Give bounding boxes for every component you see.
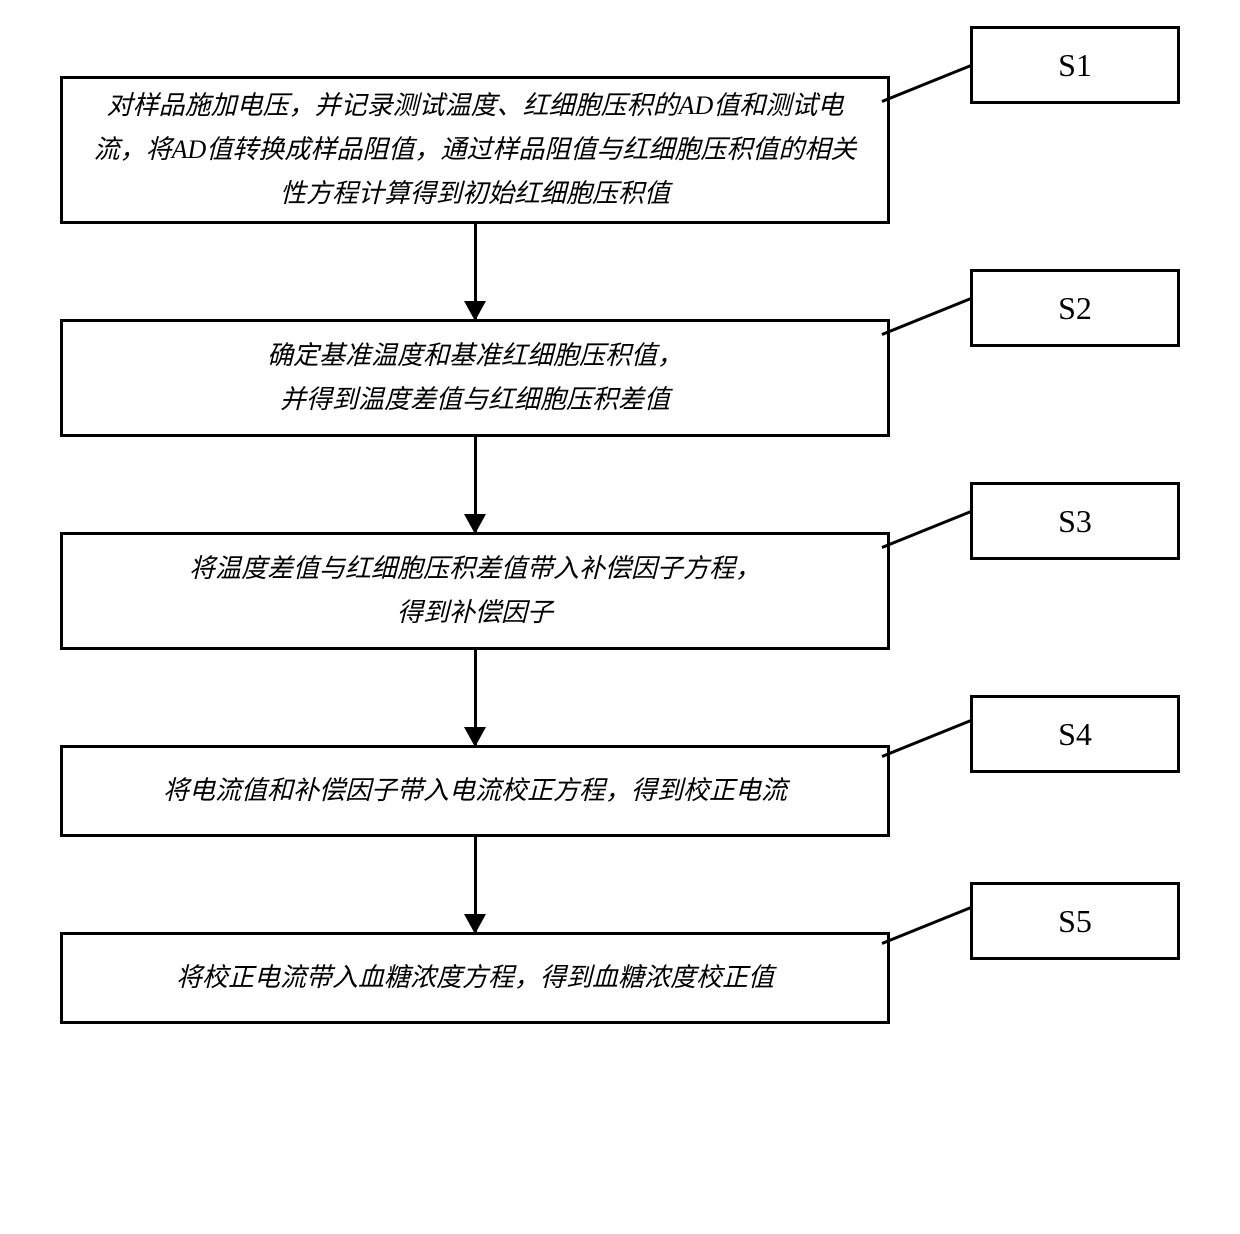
step-text-s3: 将温度差值与红细胞压积差值带入补偿因子方程， 得到补偿因子	[189, 547, 761, 635]
flow-step-s3: 将温度差值与红细胞压积差值带入补偿因子方程， 得到补偿因子 S3	[60, 532, 1180, 650]
arrow-s3-s4	[474, 650, 477, 745]
flow-step-s1: 对样品施加电压，并记录测试温度、红细胞压积的AD值和测试电流，将AD值转换成样品…	[60, 76, 1180, 224]
connector-s4	[881, 716, 979, 758]
label-text-s2: S2	[1058, 290, 1092, 327]
step-box-s4: 将电流值和补偿因子带入电流校正方程，得到校正电流	[60, 745, 890, 837]
step-box-s3: 将温度差值与红细胞压积差值带入补偿因子方程， 得到补偿因子	[60, 532, 890, 650]
flow-step-s4: 将电流值和补偿因子带入电流校正方程，得到校正电流 S4	[60, 745, 1180, 837]
label-text-s5: S5	[1058, 903, 1092, 940]
arrow-s4-s5	[474, 837, 477, 932]
label-box-s2: S2	[970, 269, 1180, 347]
step-box-s2: 确定基准温度和基准红细胞压积值， 并得到温度差值与红细胞压积差值	[60, 319, 890, 437]
step-box-s1: 对样品施加电压，并记录测试温度、红细胞压积的AD值和测试电流，将AD值转换成样品…	[60, 76, 890, 224]
label-text-s1: S1	[1058, 47, 1092, 84]
step-text-s1: 对样品施加电压，并记录测试温度、红细胞压积的AD值和测试电流，将AD值转换成样品…	[91, 84, 859, 217]
label-box-s3: S3	[970, 482, 1180, 560]
label-box-s4: S4	[970, 695, 1180, 773]
step-text-s5: 将校正电流带入血糖浓度方程，得到血糖浓度校正值	[176, 956, 774, 1000]
flow-step-s2: 确定基准温度和基准红细胞压积值， 并得到温度差值与红细胞压积差值 S2	[60, 319, 1180, 437]
flowchart-container: 对样品施加电压，并记录测试温度、红细胞压积的AD值和测试电流，将AD值转换成样品…	[60, 20, 1180, 1024]
step-text-s4: 将电流值和补偿因子带入电流校正方程，得到校正电流	[163, 769, 787, 813]
connector-s5	[881, 903, 979, 945]
connector-s2	[881, 294, 979, 336]
flow-step-s5: 将校正电流带入血糖浓度方程，得到血糖浓度校正值 S5	[60, 932, 1180, 1024]
step-text-s2: 确定基准温度和基准红细胞压积值， 并得到温度差值与红细胞压积差值	[267, 334, 683, 422]
connector-s3	[881, 507, 979, 549]
label-box-s5: S5	[970, 882, 1180, 960]
arrow-s2-s3	[474, 437, 477, 532]
step-box-s5: 将校正电流带入血糖浓度方程，得到血糖浓度校正值	[60, 932, 890, 1024]
label-text-s3: S3	[1058, 503, 1092, 540]
label-text-s4: S4	[1058, 716, 1092, 753]
arrow-s1-s2	[474, 224, 477, 319]
label-box-s1: S1	[970, 26, 1180, 104]
